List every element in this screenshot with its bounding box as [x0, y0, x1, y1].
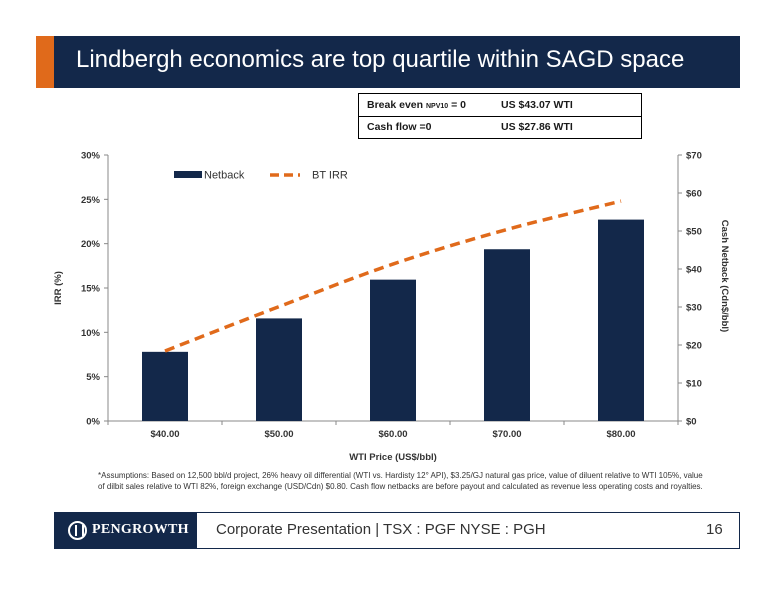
logo-mark-icon — [68, 521, 87, 540]
netback-bar — [142, 351, 188, 421]
x-tick-label: $80.00 — [606, 429, 635, 440]
breakeven-table: Break even NPV10 = 0 US $43.07 WTI Cash … — [358, 93, 642, 139]
legend-netback-label: Netback — [204, 170, 245, 182]
bt-irr-line — [164, 199, 622, 353]
left-tick-label: 30% — [81, 151, 101, 162]
left-tick-label: 20% — [81, 239, 101, 250]
left-axis-title: IRR (%) — [53, 271, 64, 305]
title-accent — [36, 36, 54, 88]
right-axis-title: Cash Netback (Cdn$/bbl) — [719, 220, 730, 332]
footnote: *Assumptions: Based on 12,500 bbl/d proj… — [98, 471, 703, 491]
right-tick-label: $0 — [686, 417, 697, 428]
left-tick-label: 0% — [86, 417, 100, 428]
x-tick-label: $40.00 — [150, 429, 179, 440]
right-tick-label: $50 — [686, 227, 702, 238]
left-tick-label: 25% — [81, 195, 101, 206]
footer-corporate: Corporate Presentation | TSX : PGF NYSE … — [216, 521, 546, 538]
netback-bar — [598, 219, 644, 421]
netback-irr-chart: 0% 5% 10% 15% 20% 25% 30% $0 $10 $20 $30 $40 $50 $60 $… — [53, 151, 730, 464]
x-tick-label: $50.00 — [264, 429, 293, 440]
right-tick-label: $60 — [686, 189, 702, 200]
left-tick-label: 15% — [81, 284, 101, 295]
legend-netback-swatch — [174, 171, 202, 178]
page-number: 16 — [706, 521, 723, 538]
breakeven-value: US $43.07 WTI — [501, 99, 573, 111]
breakeven-row: Break even NPV10 = 0 US $43.07 WTI — [359, 94, 641, 117]
netback-bar — [256, 318, 302, 421]
footer-frame — [197, 512, 740, 549]
logo-text: PENGROWTH — [92, 522, 189, 537]
legend-irr-label: BT IRR — [312, 170, 348, 182]
left-tick-label: 5% — [86, 372, 100, 383]
netback-bar — [484, 249, 530, 421]
right-tick-label: $30 — [686, 303, 702, 314]
x-tick-label: $60.00 — [378, 429, 407, 440]
left-tick-label: 10% — [81, 328, 101, 339]
right-tick-label: $10 — [686, 379, 702, 390]
cashflow-value: US $27.86 WTI — [501, 121, 573, 133]
right-tick-label: $20 — [686, 341, 702, 352]
x-tick-label: $70.00 — [492, 429, 521, 440]
cashflow-label: Cash flow =0 — [367, 121, 432, 133]
pengrowth-logo: PENGROWTH — [54, 512, 197, 549]
right-tick-label: $70 — [686, 151, 702, 162]
slide-title: Lindbergh economics are top quartile wit… — [76, 46, 685, 73]
breakeven-label: Break even NPV10 = 0 — [367, 99, 466, 111]
right-tick-label: $40 — [686, 265, 702, 276]
title-bar: Lindbergh economics are top quartile wit… — [36, 36, 740, 88]
cashflow-row: Cash flow =0 US $27.86 WTI — [359, 116, 641, 138]
netback-bar — [370, 279, 416, 421]
x-axis-title: WTI Price (US$/bbl) — [349, 452, 437, 463]
